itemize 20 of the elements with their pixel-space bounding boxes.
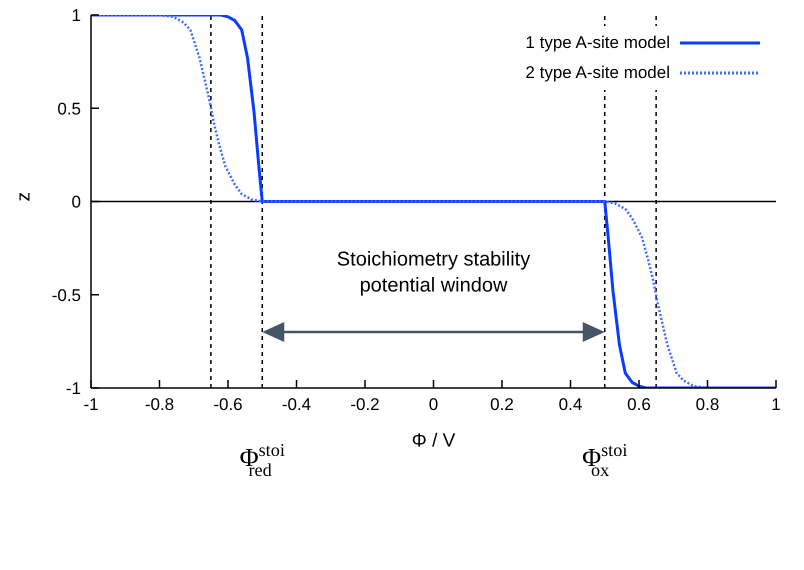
- x-tick-label: 0.4: [558, 395, 582, 414]
- x-axis-title: Φ / V: [412, 430, 456, 452]
- y-axis-title: z: [14, 192, 35, 202]
- y-tick-label: -0.5: [52, 286, 81, 305]
- x-tick-label: -0.2: [350, 395, 380, 414]
- x-tick-label: -0.4: [282, 395, 312, 414]
- x-tick-label: 0.2: [490, 395, 514, 414]
- x-tick-label: -0.8: [144, 395, 174, 414]
- y-tick-label: 0.5: [57, 99, 81, 118]
- y-tick-label: 1: [72, 6, 81, 26]
- annotation: Stoichiometry stability potential window: [336, 248, 530, 296]
- x-tick-label: -0.6: [213, 395, 243, 414]
- x-tick-label: 0.6: [627, 395, 651, 414]
- x-tick-label: 0: [428, 395, 438, 414]
- x-tick-label: 1: [771, 395, 781, 414]
- y-tick-label: 0: [72, 192, 81, 212]
- legend-label: 2 type A-site model: [525, 63, 670, 83]
- legend-label: 1 type A-site model: [525, 33, 670, 53]
- x-tick-label: 0.8: [696, 395, 720, 414]
- y-tick-label: -1: [66, 379, 81, 398]
